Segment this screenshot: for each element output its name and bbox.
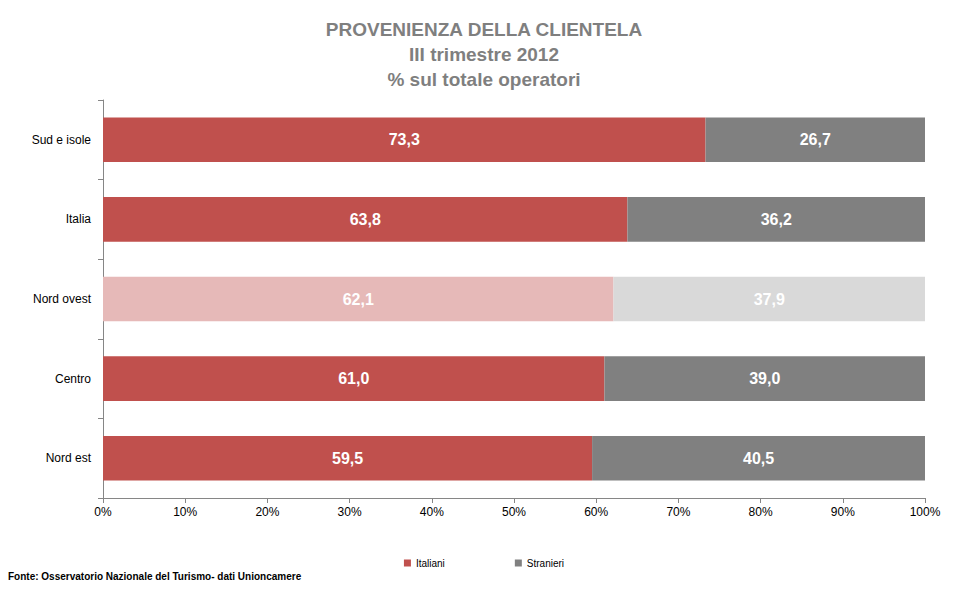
svg-text:26,7: 26,7 <box>800 131 831 148</box>
svg-text:10%: 10% <box>173 505 197 519</box>
svg-text:Sud e isole: Sud e isole <box>32 133 92 147</box>
svg-text:62,1: 62,1 <box>343 291 374 308</box>
svg-text:73,3: 73,3 <box>389 131 420 148</box>
svg-text:III trimestre 2012: III trimestre 2012 <box>409 44 559 65</box>
svg-text:60%: 60% <box>584 505 608 519</box>
svg-text:20%: 20% <box>255 505 279 519</box>
svg-text:Italia: Italia <box>66 212 92 226</box>
svg-text:% sul totale operatori: % sul totale operatori <box>387 69 580 90</box>
svg-text:Italiani: Italiani <box>416 558 445 569</box>
svg-text:Nord ovest: Nord ovest <box>33 292 92 306</box>
svg-text:80%: 80% <box>749 505 773 519</box>
svg-text:59,5: 59,5 <box>332 450 363 467</box>
svg-text:0%: 0% <box>94 505 112 519</box>
svg-text:Fonte: Osservatorio Nazionale: Fonte: Osservatorio Nazionale del Turism… <box>8 571 302 582</box>
svg-text:63,8: 63,8 <box>350 211 381 228</box>
svg-text:30%: 30% <box>338 505 362 519</box>
svg-text:50%: 50% <box>502 505 526 519</box>
svg-text:40%: 40% <box>420 505 444 519</box>
svg-text:PROVENIENZA DELLA CLIENTELA: PROVENIENZA DELLA CLIENTELA <box>326 19 643 40</box>
svg-text:Centro: Centro <box>55 372 91 386</box>
svg-text:90%: 90% <box>831 505 855 519</box>
svg-text:70%: 70% <box>666 505 690 519</box>
svg-text:39,0: 39,0 <box>749 370 780 387</box>
svg-text:Nord est: Nord est <box>46 451 92 465</box>
svg-text:100%: 100% <box>910 505 941 519</box>
svg-text:36,2: 36,2 <box>761 211 792 228</box>
svg-text:40,5: 40,5 <box>743 450 774 467</box>
svg-text:Stranieri: Stranieri <box>527 558 564 569</box>
svg-text:37,9: 37,9 <box>754 291 785 308</box>
svg-text:61,0: 61,0 <box>338 370 369 387</box>
